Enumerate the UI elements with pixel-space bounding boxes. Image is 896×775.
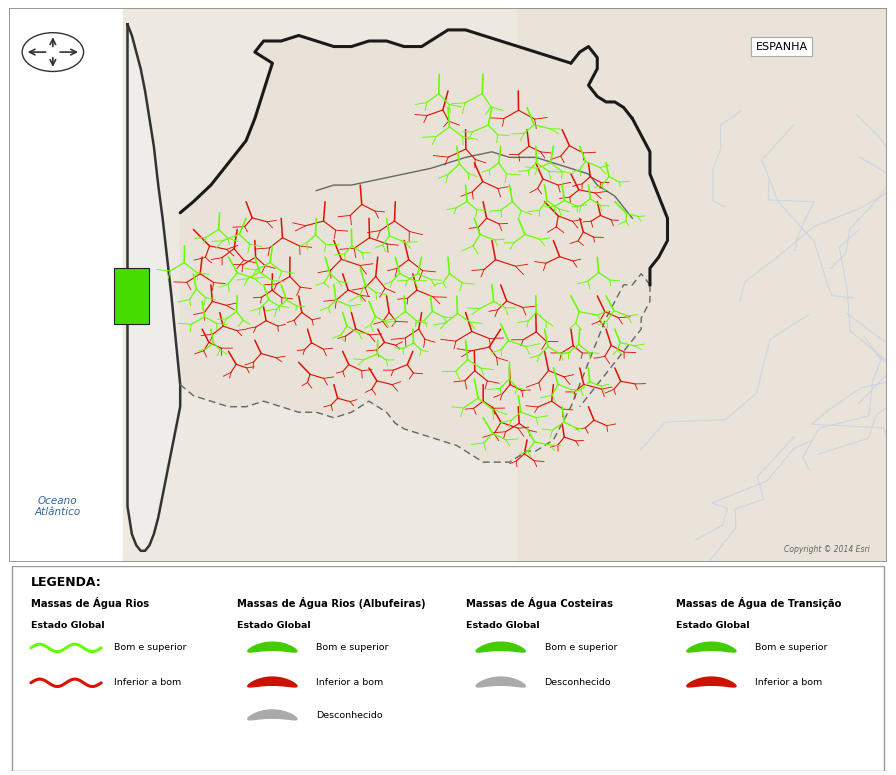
Polygon shape bbox=[248, 677, 297, 687]
Text: Oceano
Atlântico: Oceano Atlântico bbox=[34, 496, 81, 517]
Text: Bom e superior: Bom e superior bbox=[755, 643, 828, 653]
Text: Desconhecido: Desconhecido bbox=[545, 678, 611, 687]
Text: Massas de Água Rios: Massas de Água Rios bbox=[30, 597, 149, 608]
Text: Massas de Água de Transição: Massas de Água de Transição bbox=[676, 597, 841, 608]
Text: Bom e superior: Bom e superior bbox=[545, 643, 617, 653]
Polygon shape bbox=[687, 677, 736, 687]
Text: Estado Global: Estado Global bbox=[30, 622, 105, 630]
Text: LEGENDA:: LEGENDA: bbox=[30, 576, 101, 589]
Polygon shape bbox=[180, 30, 668, 462]
Polygon shape bbox=[316, 30, 668, 285]
Polygon shape bbox=[476, 677, 525, 687]
Polygon shape bbox=[518, 8, 887, 562]
Polygon shape bbox=[123, 8, 887, 562]
Polygon shape bbox=[248, 710, 297, 720]
Text: Estado Global: Estado Global bbox=[237, 622, 311, 630]
Polygon shape bbox=[476, 642, 525, 652]
Bar bbox=[115, 268, 150, 324]
Text: Inferior a bom: Inferior a bom bbox=[316, 678, 383, 687]
Text: Bom e superior: Bom e superior bbox=[316, 643, 389, 653]
Text: Inferior a bom: Inferior a bom bbox=[755, 678, 823, 687]
Text: Estado Global: Estado Global bbox=[676, 622, 750, 630]
Text: Estado Global: Estado Global bbox=[466, 622, 539, 630]
Text: ESPANHA: ESPANHA bbox=[755, 42, 807, 52]
Text: Desconhecido: Desconhecido bbox=[316, 711, 383, 720]
Polygon shape bbox=[127, 24, 180, 551]
Polygon shape bbox=[248, 642, 297, 652]
Polygon shape bbox=[687, 642, 736, 652]
Text: Inferior a bom: Inferior a bom bbox=[115, 678, 182, 687]
Text: Bom e superior: Bom e superior bbox=[115, 643, 187, 653]
Text: Copyright © 2014 Esri: Copyright © 2014 Esri bbox=[784, 545, 869, 553]
Text: Massas de Água Rios (Albufeiras): Massas de Água Rios (Albufeiras) bbox=[237, 597, 426, 608]
Text: Massas de Água Costeiras: Massas de Água Costeiras bbox=[466, 597, 613, 608]
